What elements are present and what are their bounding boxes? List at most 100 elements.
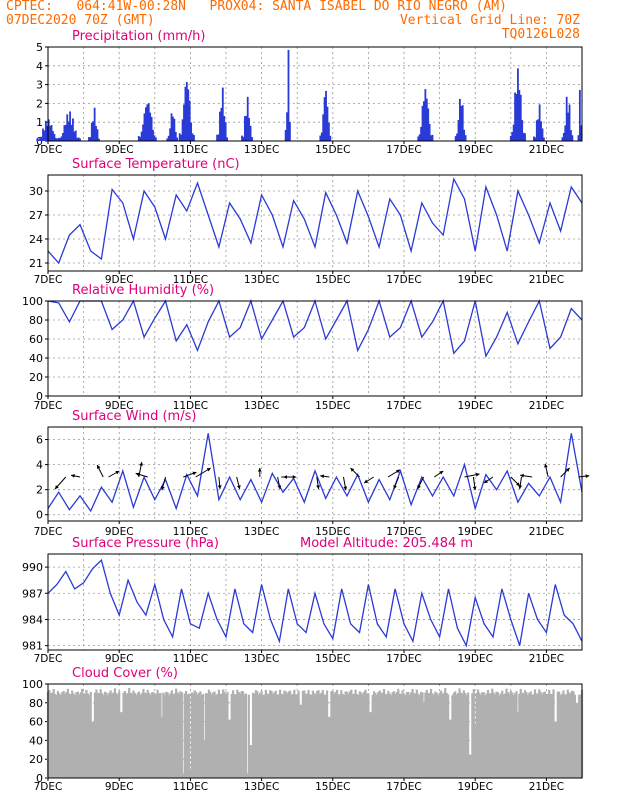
panel-frame (47, 553, 583, 651)
cloud-bar (269, 690, 272, 778)
y-tick-label: 100 (22, 678, 43, 691)
cloud-bar (418, 695, 421, 778)
cloud-bar (395, 692, 398, 778)
cloud-bar (385, 694, 389, 778)
cloud-bar (400, 694, 403, 778)
cloud-bar (175, 688, 178, 778)
cloud-bar (212, 692, 215, 778)
cloud-bar (162, 692, 165, 778)
cloud-bar (550, 693, 554, 778)
panel-subtitle: Model Altitude: 205.484 m (300, 536, 473, 551)
precip-bar (188, 100, 191, 141)
y-tick-label: 100 (22, 295, 43, 308)
cloud-bar (323, 694, 326, 778)
cloud-bar (454, 691, 457, 778)
panel-title: Cloud Cover (%) (72, 666, 178, 681)
precip-bar (522, 132, 525, 141)
cloud-bar (391, 692, 394, 778)
precip-bar (79, 138, 81, 141)
wind-arrow-head (520, 473, 524, 478)
precip-bar (322, 114, 325, 141)
cloud-bar (213, 691, 216, 778)
x-tick-label: 9DEC (105, 653, 134, 665)
cloud-bar (521, 692, 524, 778)
cloud-bar (230, 693, 233, 778)
precip-bar (289, 121, 291, 141)
wind-arrow-head (472, 486, 477, 491)
precip-bar (49, 125, 52, 141)
x-tick-label: 17DEC (386, 653, 421, 665)
cloud-bar (293, 689, 296, 778)
precip-bar (515, 93, 518, 141)
cloud-bar (279, 689, 282, 778)
cloud-bar (200, 694, 203, 778)
precip-bar (187, 89, 190, 141)
cloud-bar (476, 689, 480, 778)
cloud-bar (125, 694, 128, 778)
precip-bar (62, 132, 64, 141)
precip-bar (418, 134, 421, 141)
cloud-bar (140, 693, 144, 778)
y-tick-label: 4 (36, 60, 43, 73)
cloud-bar (526, 694, 529, 778)
x-tick-label: 13DEC (244, 781, 279, 793)
x-tick-label: 15DEC (315, 653, 350, 665)
precip-bar (73, 131, 76, 141)
cloud-bar (447, 694, 450, 778)
precip-bar (323, 97, 326, 141)
cloud-bar (71, 690, 74, 778)
precip-bar (562, 132, 565, 141)
cloud-bar (59, 695, 62, 778)
cloud-bar (298, 704, 302, 778)
x-tick-label: 15DEC (315, 526, 350, 538)
cloud-bar (502, 694, 505, 778)
precip-bar (540, 121, 542, 141)
cloud-bar (545, 695, 548, 778)
cloud-bar (543, 691, 547, 778)
cloud-bar (203, 740, 206, 778)
cloud-bar (535, 693, 538, 778)
cloud-bar (110, 693, 114, 778)
precip-bar (221, 87, 224, 141)
precip-bar (64, 124, 67, 141)
x-tick-label: 11DEC (173, 400, 208, 412)
cloud-bar (560, 693, 564, 778)
cloud-bar (183, 693, 186, 778)
cloud-bar (496, 692, 500, 778)
cloud-bar (523, 690, 527, 778)
precip-bar (57, 137, 60, 141)
cloud-bar (539, 691, 542, 778)
cloud-bar (392, 691, 396, 778)
cloud-bar (136, 692, 139, 778)
precip-bar (564, 125, 567, 141)
wind-arrow-head (518, 485, 523, 489)
precip-bar (90, 122, 93, 141)
x-tick-label: 15DEC (315, 781, 350, 793)
cloud-bar (422, 702, 426, 778)
y-tick-label: 24 (29, 233, 43, 246)
precip-bar (570, 130, 572, 141)
cloud-bar (142, 688, 145, 778)
cloud-bar (368, 712, 371, 778)
cloud-bar (113, 688, 117, 778)
precip-bar (457, 119, 460, 141)
precip-bar (96, 129, 99, 141)
x-tick-label: 19DEC (457, 781, 492, 793)
cloud-bar (149, 694, 152, 778)
cloud-bar (51, 692, 54, 778)
precip-bar (217, 134, 220, 141)
x-tick-label: 15DEC (315, 274, 350, 286)
cloud-bar (427, 693, 430, 778)
wind-arrow-head (475, 472, 480, 477)
cloud-bar (435, 692, 438, 778)
cloud-bar (145, 693, 148, 778)
panel-6: 0 20 40 60 80 100 7DEC 9DEC 11DEC 13DEC 15DEC 17DEC… (22, 666, 584, 793)
precip-bar (74, 130, 77, 141)
precip-bar (241, 135, 243, 141)
cloud-bar (532, 693, 535, 778)
cloud-bar (281, 694, 285, 778)
cloud-bar (165, 691, 168, 778)
cloud-bar (180, 692, 183, 778)
wind-arrow-head (484, 479, 488, 483)
